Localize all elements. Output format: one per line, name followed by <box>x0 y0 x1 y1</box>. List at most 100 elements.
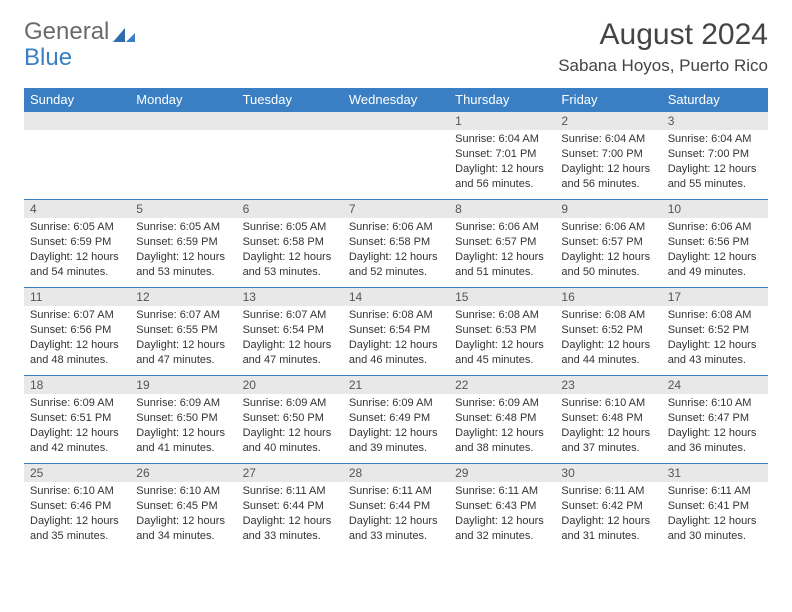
calendar-day-cell <box>24 112 130 200</box>
calendar-table: SundayMondayTuesdayWednesdayThursdayFrid… <box>24 88 768 552</box>
calendar-week-row: 18Sunrise: 6:09 AMSunset: 6:51 PMDayligh… <box>24 376 768 464</box>
day-details: Sunrise: 6:09 AMSunset: 6:48 PMDaylight:… <box>449 394 555 459</box>
calendar-day-cell: 14Sunrise: 6:08 AMSunset: 6:54 PMDayligh… <box>343 288 449 376</box>
calendar-day-cell: 25Sunrise: 6:10 AMSunset: 6:46 PMDayligh… <box>24 464 130 552</box>
calendar-day-cell: 8Sunrise: 6:06 AMSunset: 6:57 PMDaylight… <box>449 200 555 288</box>
day-details: Sunrise: 6:07 AMSunset: 6:55 PMDaylight:… <box>130 306 236 371</box>
day-details: Sunrise: 6:09 AMSunset: 6:50 PMDaylight:… <box>237 394 343 459</box>
day-number: 1 <box>449 112 555 130</box>
day-number: 29 <box>449 464 555 482</box>
calendar-day-cell: 29Sunrise: 6:11 AMSunset: 6:43 PMDayligh… <box>449 464 555 552</box>
day-details: Sunrise: 6:11 AMSunset: 6:44 PMDaylight:… <box>343 482 449 547</box>
calendar-day-cell: 21Sunrise: 6:09 AMSunset: 6:49 PMDayligh… <box>343 376 449 464</box>
day-details: Sunrise: 6:10 AMSunset: 6:46 PMDaylight:… <box>24 482 130 547</box>
calendar-day-cell: 18Sunrise: 6:09 AMSunset: 6:51 PMDayligh… <box>24 376 130 464</box>
day-header: Sunday <box>24 88 130 112</box>
calendar-day-cell: 28Sunrise: 6:11 AMSunset: 6:44 PMDayligh… <box>343 464 449 552</box>
calendar-day-cell: 19Sunrise: 6:09 AMSunset: 6:50 PMDayligh… <box>130 376 236 464</box>
day-details: Sunrise: 6:08 AMSunset: 6:54 PMDaylight:… <box>343 306 449 371</box>
day-number: 19 <box>130 376 236 394</box>
day-number: 15 <box>449 288 555 306</box>
day-number: 6 <box>237 200 343 218</box>
day-number: 10 <box>662 200 768 218</box>
day-number <box>343 112 449 130</box>
day-number: 20 <box>237 376 343 394</box>
calendar-day-cell: 6Sunrise: 6:05 AMSunset: 6:58 PMDaylight… <box>237 200 343 288</box>
day-details: Sunrise: 6:09 AMSunset: 6:50 PMDaylight:… <box>130 394 236 459</box>
calendar-week-row: 1Sunrise: 6:04 AMSunset: 7:01 PMDaylight… <box>24 112 768 200</box>
day-number <box>24 112 130 130</box>
calendar-day-cell: 5Sunrise: 6:05 AMSunset: 6:59 PMDaylight… <box>130 200 236 288</box>
calendar-day-cell: 15Sunrise: 6:08 AMSunset: 6:53 PMDayligh… <box>449 288 555 376</box>
calendar-day-cell: 17Sunrise: 6:08 AMSunset: 6:52 PMDayligh… <box>662 288 768 376</box>
day-number: 17 <box>662 288 768 306</box>
calendar-day-cell: 13Sunrise: 6:07 AMSunset: 6:54 PMDayligh… <box>237 288 343 376</box>
calendar-day-cell: 22Sunrise: 6:09 AMSunset: 6:48 PMDayligh… <box>449 376 555 464</box>
day-header: Friday <box>555 88 661 112</box>
logo-text-2: Blue <box>24 44 72 72</box>
day-number: 23 <box>555 376 661 394</box>
day-number: 9 <box>555 200 661 218</box>
day-details: Sunrise: 6:09 AMSunset: 6:51 PMDaylight:… <box>24 394 130 459</box>
day-number: 7 <box>343 200 449 218</box>
calendar-day-cell: 1Sunrise: 6:04 AMSunset: 7:01 PMDaylight… <box>449 112 555 200</box>
day-details: Sunrise: 6:07 AMSunset: 6:54 PMDaylight:… <box>237 306 343 371</box>
day-number: 31 <box>662 464 768 482</box>
day-number <box>130 112 236 130</box>
day-number: 3 <box>662 112 768 130</box>
calendar-day-cell <box>237 112 343 200</box>
day-details: Sunrise: 6:10 AMSunset: 6:45 PMDaylight:… <box>130 482 236 547</box>
calendar-day-cell: 27Sunrise: 6:11 AMSunset: 6:44 PMDayligh… <box>237 464 343 552</box>
calendar-body: 1Sunrise: 6:04 AMSunset: 7:01 PMDaylight… <box>24 112 768 552</box>
logo-text-1: General <box>24 18 109 46</box>
day-details: Sunrise: 6:05 AMSunset: 6:59 PMDaylight:… <box>24 218 130 283</box>
calendar-day-cell: 4Sunrise: 6:05 AMSunset: 6:59 PMDaylight… <box>24 200 130 288</box>
day-number: 27 <box>237 464 343 482</box>
calendar-day-cell: 7Sunrise: 6:06 AMSunset: 6:58 PMDaylight… <box>343 200 449 288</box>
calendar-page: General August 2024 Sabana Hoyos, Puerto… <box>0 0 792 570</box>
day-details: Sunrise: 6:04 AMSunset: 7:00 PMDaylight:… <box>662 130 768 195</box>
month-title: August 2024 <box>558 18 768 52</box>
day-details: Sunrise: 6:06 AMSunset: 6:58 PMDaylight:… <box>343 218 449 283</box>
day-number: 21 <box>343 376 449 394</box>
day-number: 26 <box>130 464 236 482</box>
calendar-day-cell: 10Sunrise: 6:06 AMSunset: 6:56 PMDayligh… <box>662 200 768 288</box>
day-details: Sunrise: 6:04 AMSunset: 7:01 PMDaylight:… <box>449 130 555 195</box>
day-number: 11 <box>24 288 130 306</box>
logo: General <box>24 18 137 46</box>
calendar-day-cell: 20Sunrise: 6:09 AMSunset: 6:50 PMDayligh… <box>237 376 343 464</box>
location: Sabana Hoyos, Puerto Rico <box>558 56 768 76</box>
day-details: Sunrise: 6:10 AMSunset: 6:47 PMDaylight:… <box>662 394 768 459</box>
day-number: 28 <box>343 464 449 482</box>
calendar-week-row: 11Sunrise: 6:07 AMSunset: 6:56 PMDayligh… <box>24 288 768 376</box>
day-details: Sunrise: 6:06 AMSunset: 6:57 PMDaylight:… <box>555 218 661 283</box>
calendar-day-cell: 3Sunrise: 6:04 AMSunset: 7:00 PMDaylight… <box>662 112 768 200</box>
day-header: Thursday <box>449 88 555 112</box>
day-header: Monday <box>130 88 236 112</box>
calendar-day-cell: 2Sunrise: 6:04 AMSunset: 7:00 PMDaylight… <box>555 112 661 200</box>
day-details: Sunrise: 6:11 AMSunset: 6:44 PMDaylight:… <box>237 482 343 547</box>
day-number: 16 <box>555 288 661 306</box>
logo-line2: Blue <box>24 44 72 72</box>
day-details: Sunrise: 6:08 AMSunset: 6:53 PMDaylight:… <box>449 306 555 371</box>
day-number: 24 <box>662 376 768 394</box>
day-number: 25 <box>24 464 130 482</box>
day-header-row: SundayMondayTuesdayWednesdayThursdayFrid… <box>24 88 768 112</box>
day-details: Sunrise: 6:09 AMSunset: 6:49 PMDaylight:… <box>343 394 449 459</box>
day-header: Wednesday <box>343 88 449 112</box>
day-details: Sunrise: 6:11 AMSunset: 6:41 PMDaylight:… <box>662 482 768 547</box>
calendar-day-cell <box>343 112 449 200</box>
day-header: Tuesday <box>237 88 343 112</box>
day-details: Sunrise: 6:04 AMSunset: 7:00 PMDaylight:… <box>555 130 661 195</box>
day-number: 5 <box>130 200 236 218</box>
calendar-day-cell: 12Sunrise: 6:07 AMSunset: 6:55 PMDayligh… <box>130 288 236 376</box>
day-number: 13 <box>237 288 343 306</box>
day-header: Saturday <box>662 88 768 112</box>
day-details: Sunrise: 6:11 AMSunset: 6:43 PMDaylight:… <box>449 482 555 547</box>
calendar-day-cell: 30Sunrise: 6:11 AMSunset: 6:42 PMDayligh… <box>555 464 661 552</box>
title-block: August 2024 Sabana Hoyos, Puerto Rico <box>558 18 768 76</box>
calendar-week-row: 4Sunrise: 6:05 AMSunset: 6:59 PMDaylight… <box>24 200 768 288</box>
calendar-day-cell: 16Sunrise: 6:08 AMSunset: 6:52 PMDayligh… <box>555 288 661 376</box>
calendar-day-cell: 23Sunrise: 6:10 AMSunset: 6:48 PMDayligh… <box>555 376 661 464</box>
day-details: Sunrise: 6:11 AMSunset: 6:42 PMDaylight:… <box>555 482 661 547</box>
